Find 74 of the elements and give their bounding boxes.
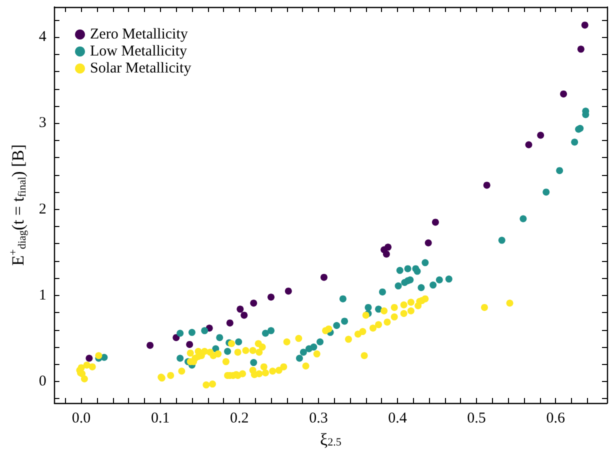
point bbox=[394, 282, 402, 290]
point bbox=[284, 288, 292, 295]
point bbox=[537, 132, 544, 139]
point bbox=[250, 300, 258, 307]
point bbox=[310, 344, 318, 351]
point bbox=[418, 284, 425, 292]
point bbox=[339, 295, 346, 302]
point bbox=[430, 282, 437, 289]
point bbox=[404, 265, 412, 272]
x-tick-label: 0.2 bbox=[230, 410, 249, 426]
point bbox=[556, 167, 564, 174]
x-tick-label: 0.0 bbox=[72, 410, 91, 426]
point bbox=[300, 348, 307, 356]
point bbox=[406, 276, 414, 284]
x-axis-title: ξ2.5 bbox=[320, 430, 342, 449]
point bbox=[188, 328, 196, 336]
y-axis-title: E+diag(t = tfinal) [B] bbox=[8, 144, 28, 266]
point bbox=[422, 259, 429, 266]
point bbox=[445, 276, 452, 283]
y-tick-label: 3 bbox=[38, 115, 46, 132]
point bbox=[262, 330, 269, 337]
y-tick-label: 0 bbox=[38, 373, 46, 390]
legend-label: Solar Metallicity bbox=[90, 60, 192, 76]
y-tick-label: 4 bbox=[38, 29, 47, 46]
legend-label: Low Metallicity bbox=[90, 44, 188, 60]
point bbox=[224, 348, 232, 355]
point bbox=[542, 188, 550, 196]
point bbox=[86, 354, 93, 362]
x-tick-label: 0.4 bbox=[388, 410, 408, 426]
point bbox=[172, 334, 180, 342]
point bbox=[333, 322, 340, 330]
point bbox=[250, 359, 258, 366]
point bbox=[498, 236, 506, 244]
x-tick-label: 0.1 bbox=[150, 410, 170, 426]
point bbox=[382, 250, 390, 258]
point bbox=[236, 306, 244, 313]
point bbox=[436, 276, 443, 284]
point bbox=[268, 327, 275, 334]
point bbox=[483, 182, 490, 189]
point bbox=[240, 312, 248, 319]
point bbox=[226, 319, 234, 326]
point bbox=[316, 338, 324, 346]
point bbox=[296, 354, 303, 362]
point bbox=[396, 266, 404, 274]
point bbox=[581, 22, 588, 29]
x-tick-label: 0.3 bbox=[309, 410, 328, 426]
point bbox=[186, 340, 194, 348]
point bbox=[268, 294, 275, 301]
x-tick-label: 0.6 bbox=[546, 410, 566, 426]
point bbox=[201, 327, 208, 334]
point bbox=[560, 90, 568, 98]
point bbox=[375, 306, 382, 313]
legend-label: Zero Metallicity bbox=[90, 26, 188, 42]
y-tick-label: 1 bbox=[38, 287, 46, 304]
point bbox=[100, 354, 108, 361]
point bbox=[571, 138, 578, 146]
point bbox=[146, 342, 154, 349]
point bbox=[341, 318, 348, 325]
point bbox=[520, 215, 527, 222]
point bbox=[216, 334, 224, 342]
point bbox=[432, 218, 439, 226]
point bbox=[176, 354, 184, 362]
x-tick-label: 0.5 bbox=[467, 410, 486, 426]
y-tick-label: 2 bbox=[38, 201, 46, 218]
point bbox=[525, 141, 532, 148]
point bbox=[414, 268, 421, 275]
point bbox=[424, 239, 432, 246]
point bbox=[176, 330, 184, 337]
point bbox=[320, 274, 328, 281]
point bbox=[235, 338, 242, 346]
point bbox=[384, 244, 392, 251]
point bbox=[364, 304, 372, 311]
point bbox=[577, 46, 584, 53]
point bbox=[378, 288, 386, 296]
